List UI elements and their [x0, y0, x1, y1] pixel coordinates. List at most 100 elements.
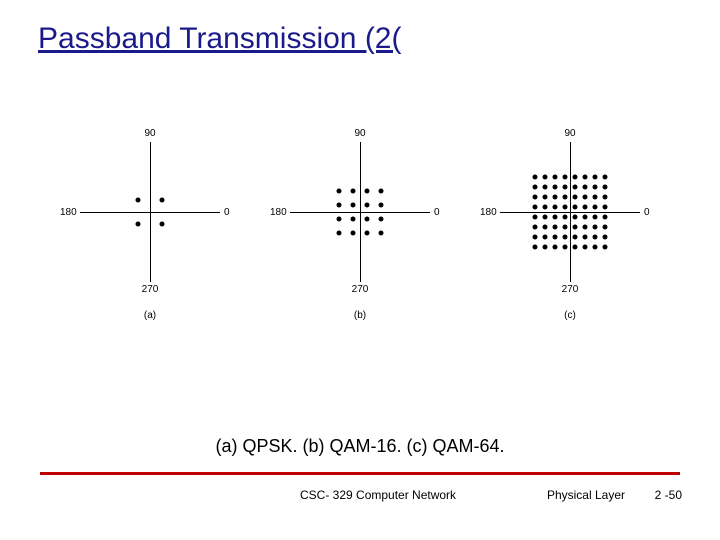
constellation-point — [379, 189, 384, 194]
constellation-point — [563, 245, 568, 250]
constellation-point — [543, 195, 548, 200]
constellation-point — [573, 215, 578, 220]
constellation-point — [553, 225, 558, 230]
constellation-point — [337, 189, 342, 194]
constellation-point — [553, 215, 558, 220]
constellation-point — [160, 222, 165, 227]
footer-page: 2 -50 — [655, 488, 682, 502]
constellation-point — [593, 185, 598, 190]
axis-label-left: 180 — [480, 207, 497, 218]
constellation-point — [573, 245, 578, 250]
constellation-point — [543, 245, 548, 250]
constellation-point — [543, 185, 548, 190]
sublabel-a: (a) — [60, 310, 240, 321]
constellation-point — [533, 205, 538, 210]
constellation-point — [603, 245, 608, 250]
divider-red — [40, 472, 680, 475]
constellation-point — [351, 203, 356, 208]
constellation-point — [573, 185, 578, 190]
footer-course: CSC- 329 Computer Network — [300, 488, 456, 502]
constellation-point — [593, 225, 598, 230]
constellation-point — [593, 175, 598, 180]
constellation-point — [593, 215, 598, 220]
constellation-point — [351, 217, 356, 222]
axis-label-left: 180 — [270, 207, 287, 218]
constellation-point — [573, 235, 578, 240]
constellation-point — [563, 205, 568, 210]
constellation-point — [543, 205, 548, 210]
constellation-point — [379, 231, 384, 236]
constellation-point — [533, 245, 538, 250]
constellation-point — [563, 235, 568, 240]
constellation-point — [533, 175, 538, 180]
constellation-point — [553, 185, 558, 190]
constellation-point — [583, 215, 588, 220]
constellation-point — [351, 189, 356, 194]
axis-label-left: 180 — [60, 207, 77, 218]
constellation-point — [593, 205, 598, 210]
constellation-point — [365, 189, 370, 194]
constellation-point — [543, 215, 548, 220]
constellation-point — [365, 203, 370, 208]
constellation-point — [543, 225, 548, 230]
constellation-point — [533, 235, 538, 240]
constellation-point — [533, 185, 538, 190]
constellation-point — [543, 235, 548, 240]
constellation-point — [573, 225, 578, 230]
footer-chapter: Physical Layer — [547, 488, 625, 502]
constellation-point — [533, 225, 538, 230]
axis-label-bottom: 270 — [348, 284, 372, 295]
constellation-point — [533, 195, 538, 200]
diagram-qam64: 90 0 270 180 (c) — [480, 130, 660, 330]
constellation-point — [160, 198, 165, 203]
constellation-point — [583, 195, 588, 200]
sublabel-c: (c) — [480, 310, 660, 321]
constellation-point — [136, 198, 141, 203]
constellation-point — [603, 205, 608, 210]
constellation-point — [583, 235, 588, 240]
page-title: Passband Transmission (2( — [38, 22, 402, 56]
constellation-a — [80, 142, 220, 282]
axis-label-right: 0 — [434, 207, 440, 218]
constellation-point — [351, 231, 356, 236]
constellation-point — [379, 217, 384, 222]
constellation-point — [543, 175, 548, 180]
axis-label-top: 90 — [560, 128, 580, 139]
axis-label-top: 90 — [140, 128, 160, 139]
constellation-point — [583, 205, 588, 210]
constellation-point — [573, 175, 578, 180]
constellation-point — [603, 175, 608, 180]
axis-label-right: 0 — [224, 207, 230, 218]
constellation-point — [583, 185, 588, 190]
constellation-point — [563, 175, 568, 180]
constellation-b — [290, 142, 430, 282]
axis-label-bottom: 270 — [138, 284, 162, 295]
constellation-point — [563, 225, 568, 230]
constellation-point — [563, 195, 568, 200]
constellation-point — [603, 235, 608, 240]
constellation-point — [379, 203, 384, 208]
constellation-point — [573, 195, 578, 200]
constellation-c — [500, 142, 640, 282]
constellation-point — [593, 195, 598, 200]
constellation-point — [337, 231, 342, 236]
constellation-point — [583, 175, 588, 180]
diagram-qam16: 90 0 270 180 (b) — [270, 130, 450, 330]
constellation-point — [365, 217, 370, 222]
constellation-point — [553, 175, 558, 180]
constellation-point — [365, 231, 370, 236]
constellation-point — [603, 195, 608, 200]
constellation-point — [593, 235, 598, 240]
constellation-point — [563, 185, 568, 190]
constellation-point — [563, 215, 568, 220]
axis-label-right: 0 — [644, 207, 650, 218]
constellation-point — [573, 205, 578, 210]
sublabel-b: (b) — [270, 310, 450, 321]
constellation-point — [337, 203, 342, 208]
figure-caption: (a) QPSK. (b) QAM-16. (c) QAM-64. — [0, 436, 720, 457]
constellation-point — [136, 222, 141, 227]
constellation-point — [583, 245, 588, 250]
axis-label-top: 90 — [350, 128, 370, 139]
constellation-point — [553, 235, 558, 240]
constellation-point — [603, 185, 608, 190]
